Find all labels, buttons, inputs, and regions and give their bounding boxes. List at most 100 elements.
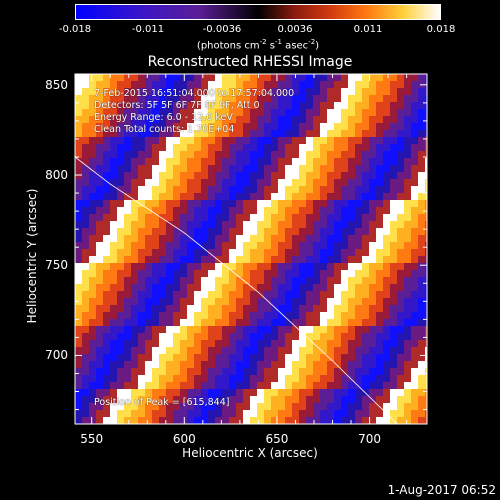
- heatmap-cell: [250, 347, 258, 355]
- heatmap-cell: [215, 179, 223, 187]
- heatmap-cell: [341, 382, 349, 390]
- heatmap-cell: [110, 277, 118, 285]
- heatmap-cell: [313, 123, 321, 131]
- heatmap-cell: [376, 116, 384, 124]
- heatmap-cell: [418, 410, 426, 418]
- heatmap-cell: [425, 263, 427, 271]
- heatmap-cell: [348, 305, 356, 313]
- heatmap-cell: [285, 375, 293, 383]
- heatmap-cell: [243, 102, 251, 110]
- heatmap-cell: [306, 242, 314, 250]
- heatmap-cell: [334, 151, 342, 159]
- x-axis-label: Heliocentric X (arcsec): [182, 446, 318, 460]
- heatmap-cell: [418, 319, 426, 327]
- heatmap-cell: [278, 137, 286, 145]
- heatmap-cell: [432, 179, 440, 187]
- heatmap-cell: [89, 375, 97, 383]
- heatmap-cell: [411, 242, 419, 250]
- heatmap-cell: [159, 417, 167, 424]
- heatmap-cell: [75, 130, 83, 138]
- heatmap-cell: [264, 375, 272, 383]
- heatmap-cell: [180, 305, 188, 313]
- heatmap-cell: [411, 256, 419, 264]
- heatmap-cell: [376, 249, 384, 257]
- heatmap-cell: [96, 375, 104, 383]
- heatmap-cell: [159, 333, 167, 341]
- heatmap-cell: [306, 165, 314, 173]
- heatmap-cell: [194, 207, 202, 215]
- heatmap-cell: [250, 319, 258, 327]
- heatmap-cell: [383, 368, 391, 376]
- heatmap-cell: [425, 340, 427, 348]
- heatmap-cell: [285, 235, 293, 243]
- x-tick-label: 550: [80, 432, 104, 446]
- heatmap-cell: [313, 109, 321, 117]
- heatmap-cell: [432, 186, 440, 194]
- heatmap-cell: [243, 375, 251, 383]
- heatmap-cell: [145, 95, 153, 103]
- heatmap-cell: [222, 81, 230, 89]
- heatmap-cell: [432, 193, 440, 201]
- heatmap-cell: [159, 130, 167, 138]
- heatmap-cell: [243, 291, 251, 299]
- heatmap-cell: [369, 88, 377, 96]
- heatmap-cell: [292, 242, 300, 250]
- heatmap-cell: [418, 340, 426, 348]
- heatmap-cell: [341, 81, 349, 89]
- heatmap-cell: [390, 361, 398, 369]
- heatmap-cell: [159, 410, 167, 418]
- heatmap-cell: [299, 354, 307, 362]
- heatmap-cell: [348, 263, 356, 271]
- heatmap-cell: [173, 151, 181, 159]
- heatmap-cell: [278, 235, 286, 243]
- heatmap-cell: [229, 200, 237, 208]
- heatmap-cell: [89, 277, 97, 285]
- heatmap-cell: [208, 389, 216, 397]
- heatmap-cell: [271, 368, 279, 376]
- heatmap-cell: [383, 200, 391, 208]
- heatmap-cell: [278, 368, 286, 376]
- heatmap-cell: [215, 235, 223, 243]
- heatmap-cell: [313, 326, 321, 334]
- heatmap-cell: [404, 361, 412, 369]
- heatmap-cell: [327, 340, 335, 348]
- heatmap-cell: [376, 389, 384, 397]
- heatmap-cell: [362, 277, 370, 285]
- heatmap-cell: [271, 291, 279, 299]
- heatmap-cell: [285, 207, 293, 215]
- heatmap-cell: [334, 326, 342, 334]
- heatmap-cell: [75, 158, 83, 166]
- heatmap-cell: [215, 305, 223, 313]
- heatmap-cell: [327, 354, 335, 362]
- heatmap-cell: [180, 277, 188, 285]
- heatmap-cell: [411, 410, 419, 418]
- heatmap-cell: [145, 333, 153, 341]
- heatmap-cell: [404, 123, 412, 131]
- heatmap-cell: [383, 179, 391, 187]
- heatmap-cell: [229, 298, 237, 306]
- heatmap-cell: [96, 396, 104, 404]
- heatmap-cell: [390, 235, 398, 243]
- heatmap-cell: [243, 354, 251, 362]
- heatmap-cell: [138, 410, 146, 418]
- heatmap-cell: [397, 116, 405, 124]
- heatmap-cell: [383, 158, 391, 166]
- heatmap-cell: [208, 319, 216, 327]
- heatmap-cell: [285, 354, 293, 362]
- heatmap-cell: [334, 312, 342, 320]
- heatmap-cell: [96, 116, 104, 124]
- heatmap-cell: [243, 200, 251, 208]
- heatmap-cell: [418, 333, 426, 341]
- heatmap-cell: [257, 354, 265, 362]
- heatmap-cell: [138, 130, 146, 138]
- heatmap-cell: [236, 347, 244, 355]
- heatmap-cell: [194, 354, 202, 362]
- heatmap-cell: [425, 109, 427, 117]
- heatmap-cell: [299, 207, 307, 215]
- heatmap-cell: [404, 102, 412, 110]
- heatmap-cell: [376, 347, 384, 355]
- heatmap-cell: [208, 88, 216, 96]
- heatmap-cell: [278, 340, 286, 348]
- heatmap-cell: [194, 95, 202, 103]
- heatmap-cell: [250, 340, 258, 348]
